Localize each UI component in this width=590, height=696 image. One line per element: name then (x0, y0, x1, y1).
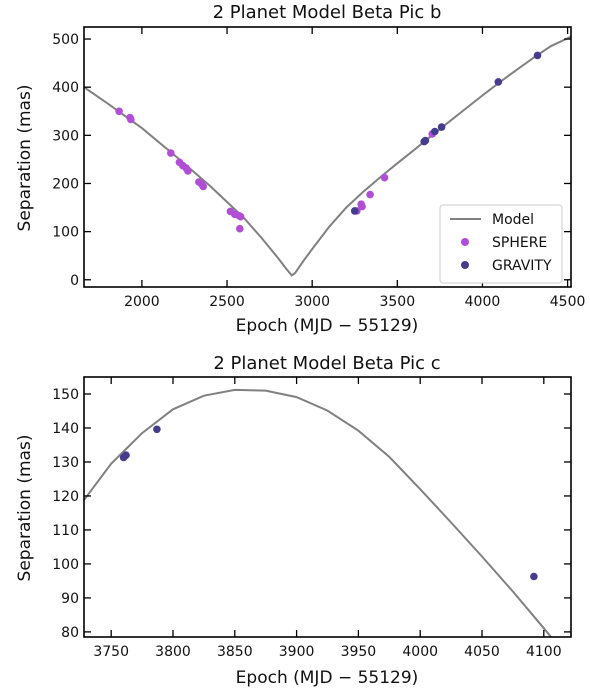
bottom-axes-frame (83, 376, 572, 638)
bottom-gravity-point (530, 572, 538, 581)
bottom-gravity-point (122, 451, 130, 460)
legend-gravity-swatch (461, 261, 469, 269)
top-ytick-label: 300 (52, 128, 79, 144)
top-axes-frame (83, 26, 572, 288)
top-gravity-point (421, 136, 430, 145)
top-sphere-point (115, 107, 123, 116)
bottom-ytick-label: 100 (52, 557, 79, 573)
top-xtick-label: 4000 (465, 294, 501, 310)
bottom-ytick-label: 110 (52, 523, 79, 539)
legend-gravity-label: GRAVITY (492, 258, 552, 274)
top-sphere-point (167, 149, 175, 157)
bottom-model-line (84, 388, 553, 637)
top-sphere-point (127, 115, 135, 124)
legend-sphere-swatch (461, 238, 469, 246)
chart-top-title: 2 Planet Model Beta Pic b (213, 2, 442, 23)
top-gravity-point (431, 127, 439, 136)
bottom-xtick-label: 4000 (402, 644, 438, 660)
bottom-xtick-label: 4100 (526, 644, 562, 660)
top-xtick-label: 2500 (209, 294, 245, 310)
bottom-ytick-label: 120 (52, 489, 79, 505)
top-xtick-label: 2000 (124, 294, 160, 310)
bottom-xtick-label: 3800 (155, 644, 191, 660)
chart-bottom-xlabel: Epoch (MJD − 55129) (236, 668, 419, 688)
bottom-ytick-label: 130 (52, 455, 79, 471)
bottom-ytick-label: 150 (52, 387, 79, 403)
legend-sphere-label: SPHERE (492, 235, 547, 251)
bottom-gravity-point (153, 425, 161, 434)
top-sphere-point (184, 167, 192, 175)
bottom-xtick-label: 3950 (341, 644, 377, 660)
chart-top-ylabel: Separation (mas) (15, 85, 35, 232)
legend-box (439, 204, 563, 284)
chart-bottom-ylabel: Separation (mas) (15, 435, 35, 582)
top-sphere-point (380, 173, 389, 182)
top-xtick-label: 3000 (294, 294, 330, 310)
chart-top-xlabel: Epoch (MJD − 55129) (236, 316, 419, 336)
chart-bottom: 2 Planet Model Beta Pic c Epoch (MJD − 5… (15, 353, 572, 688)
bottom-xtick-label: 3900 (279, 644, 315, 660)
bottom-ytick-label: 140 (52, 421, 79, 437)
top-sphere-point (358, 202, 366, 211)
bottom-xtick-label: 3750 (93, 644, 129, 660)
legend-model-label: Model (492, 212, 534, 228)
bottom-xtick-label: 3850 (217, 644, 253, 660)
top-model-line (84, 35, 571, 277)
top-ytick-label: 500 (52, 32, 79, 48)
top-gravity-point (494, 78, 503, 86)
top-sphere-point (199, 182, 207, 191)
chart-top: 2 Planet Model Beta Pic b Epoch (MJD − 5… (15, 2, 585, 336)
chart-top-legend: Model SPHERE GRAVITY (439, 204, 563, 284)
top-ytick-label: 100 (52, 225, 79, 241)
bottom-ytick-label: 80 (61, 625, 79, 641)
top-gravity-point (533, 51, 542, 60)
top-xtick-label: 3500 (379, 294, 415, 310)
chart-bottom-title: 2 Planet Model Beta Pic c (213, 353, 440, 374)
top-xtick-label: 4500 (550, 294, 586, 310)
top-ytick-label: 200 (52, 176, 79, 192)
bottom-xtick-label: 4050 (464, 644, 500, 660)
top-gravity-point (437, 123, 446, 131)
top-sphere-point (366, 190, 374, 199)
top-sphere-point (236, 212, 245, 221)
top-ytick-label: 400 (52, 80, 79, 96)
top-gravity-point (350, 207, 359, 215)
top-ytick-label: 0 (70, 273, 79, 289)
top-sphere-point (236, 224, 244, 233)
bottom-ytick-label: 90 (61, 591, 79, 607)
